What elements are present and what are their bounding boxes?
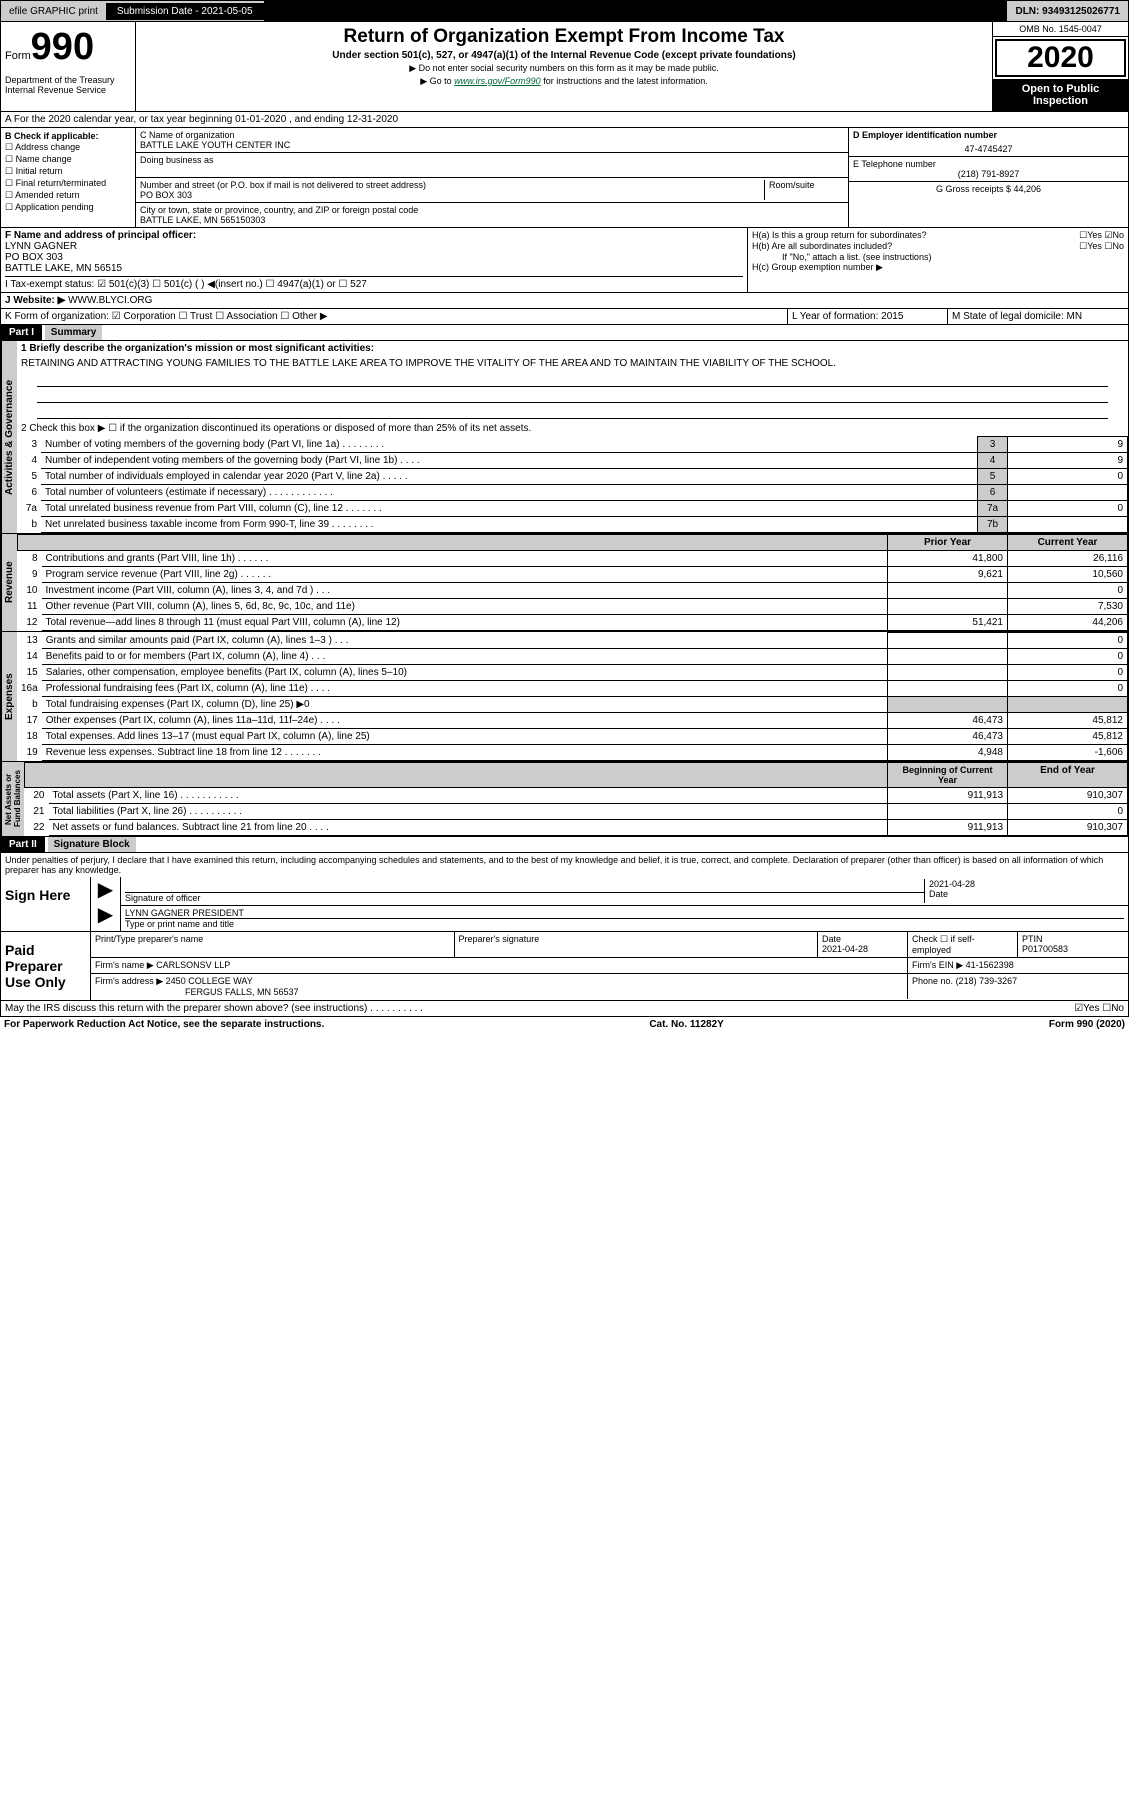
part2-header: Part II Signature Block <box>0 837 1129 853</box>
page-footer: For Paperwork Reduction Act Notice, see … <box>0 1017 1129 1032</box>
expense-section: Expenses 13Grants and similar amounts pa… <box>0 632 1129 762</box>
discuss-answer[interactable]: ☑Yes ☐No <box>1074 1003 1124 1014</box>
vtab-na: Net Assets or Fund Balances <box>1 762 24 836</box>
vtab-ag: Activities & Governance <box>1 341 17 533</box>
box-b-label: B Check if applicable: <box>5 131 131 141</box>
form-num: 990 <box>31 26 94 68</box>
box-h: H(a) Is this a group return for subordin… <box>748 228 1128 292</box>
topbar-spacer <box>264 1 1008 21</box>
website-row: J Website: ▶ WWW.BLYCI.ORG <box>0 293 1129 309</box>
inspection-label: Open to Public Inspection <box>993 79 1128 111</box>
exp-table: 13Grants and similar amounts paid (Part … <box>17 632 1128 761</box>
right-col: D Employer identification number47-47454… <box>848 128 1128 227</box>
paid-prep-label: Paid Preparer Use Only <box>1 932 91 1000</box>
q2: 2 Check this box ▶ ☐ if the organization… <box>17 421 1128 436</box>
box-i: I Tax-exempt status: ☑ 501(c)(3) ☐ 501(c… <box>5 276 743 290</box>
form-note2: ▶ Go to www.irs.gov/Form990 for instruct… <box>140 76 988 87</box>
box-m: M State of legal domicile: MN <box>948 309 1128 324</box>
form-note1: ▶ Do not enter social security numbers o… <box>140 63 988 74</box>
discuss-question: May the IRS discuss this return with the… <box>5 1003 1074 1014</box>
mission-text: RETAINING AND ATTRACTING YOUNG FAMILIES … <box>17 356 1128 371</box>
q1: 1 Briefly describe the organization's mi… <box>17 341 1128 356</box>
vtab-exp: Expenses <box>1 632 17 761</box>
vtab-rev: Revenue <box>1 534 17 631</box>
ag-table: 3Number of voting members of the governi… <box>17 436 1128 533</box>
form-title: Return of Organization Exempt From Incom… <box>140 26 988 48</box>
box-l: L Year of formation: 2015 <box>788 309 948 324</box>
box-b: B Check if applicable: ☐ Address change … <box>1 128 136 227</box>
website-link[interactable]: WWW.BLYCI.ORG <box>68 295 152 306</box>
title-block: Return of Organization Exempt From Incom… <box>136 22 993 111</box>
revenue-section: Revenue Prior YearCurrent Year 8Contribu… <box>0 534 1129 632</box>
year-block: OMB No. 1545-0047 2020 Open to Public In… <box>993 22 1128 111</box>
efile-label[interactable]: efile GRAPHIC print <box>1 3 107 20</box>
netassets-section: Net Assets or Fund Balances Beginning of… <box>0 762 1129 837</box>
form-word: Form <box>5 50 31 62</box>
na-table: Beginning of Current YearEnd of Year 20T… <box>24 762 1128 836</box>
form-number-block: Form990 Department of the Treasury Inter… <box>1 22 136 111</box>
line-a: A For the 2020 calendar year, or tax yea… <box>0 112 1129 128</box>
part1-body: Activities & Governance 1 Briefly descri… <box>0 341 1129 534</box>
box-c: C Name of organizationBATTLE LAKE YOUTH … <box>136 128 848 227</box>
form-header: Form990 Department of the Treasury Inter… <box>0 22 1129 112</box>
form-subtitle: Under section 501(c), 527, or 4947(a)(1)… <box>140 50 988 61</box>
irs-link[interactable]: www.irs.gov/Form990 <box>454 76 541 86</box>
officer-row: F Name and address of principal officer:… <box>0 228 1129 293</box>
submission-date[interactable]: Submission Date - 2021-05-05 <box>107 3 264 20</box>
gross-receipts: G Gross receipts $ 44,206 <box>849 182 1128 196</box>
topbar: efile GRAPHIC print Submission Date - 20… <box>0 0 1129 22</box>
tax-year: 2020 <box>995 39 1126 77</box>
dln: DLN: 93493125026771 <box>1007 3 1128 20</box>
org-form-row: K Form of organization: ☑ Corporation ☐ … <box>0 309 1129 325</box>
dept-label: Department of the Treasury Internal Reve… <box>5 75 131 95</box>
entity-block: B Check if applicable: ☐ Address change … <box>0 128 1129 228</box>
declaration: Under penalties of perjury, I declare th… <box>1 853 1128 877</box>
part1-header: Part I Summary <box>0 325 1129 341</box>
rev-table: Prior YearCurrent Year 8Contributions an… <box>17 534 1128 631</box>
box-k: K Form of organization: ☑ Corporation ☐ … <box>1 309 788 324</box>
signature-block: Under penalties of perjury, I declare th… <box>0 853 1129 1017</box>
sign-here-label: Sign Here <box>1 877 91 931</box>
omb-number: OMB No. 1545-0047 <box>993 22 1128 37</box>
